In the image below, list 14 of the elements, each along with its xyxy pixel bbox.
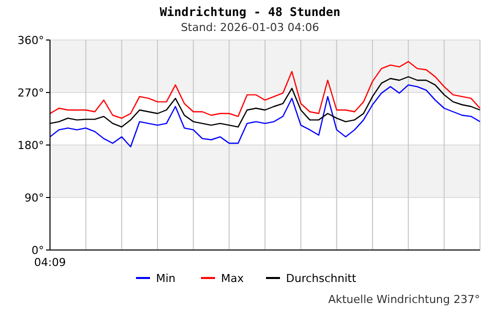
line-series — [49, 84, 481, 148]
chart-subtitle: Stand: 2026-01-03 04:06 — [180, 21, 320, 34]
legend-label: Max — [221, 272, 244, 285]
y-tick-label: 360° — [18, 34, 44, 47]
text: 04:09 — [34, 256, 66, 269]
legend-label: Min — [156, 272, 176, 285]
y-tick-label: 270° — [18, 86, 44, 100]
y-tick-label: 90° — [24, 192, 44, 204]
chart-title: Windrichtung - 48 Stunden — [160, 5, 340, 19]
legend-label: Durchschnitt — [286, 272, 357, 285]
y-tick-label: 0° — [32, 244, 44, 257]
y-tick-label: 180° — [18, 139, 44, 152]
line-series — [49, 60, 481, 119]
text: Aktuelle Windrichtung 237° — [328, 293, 480, 306]
